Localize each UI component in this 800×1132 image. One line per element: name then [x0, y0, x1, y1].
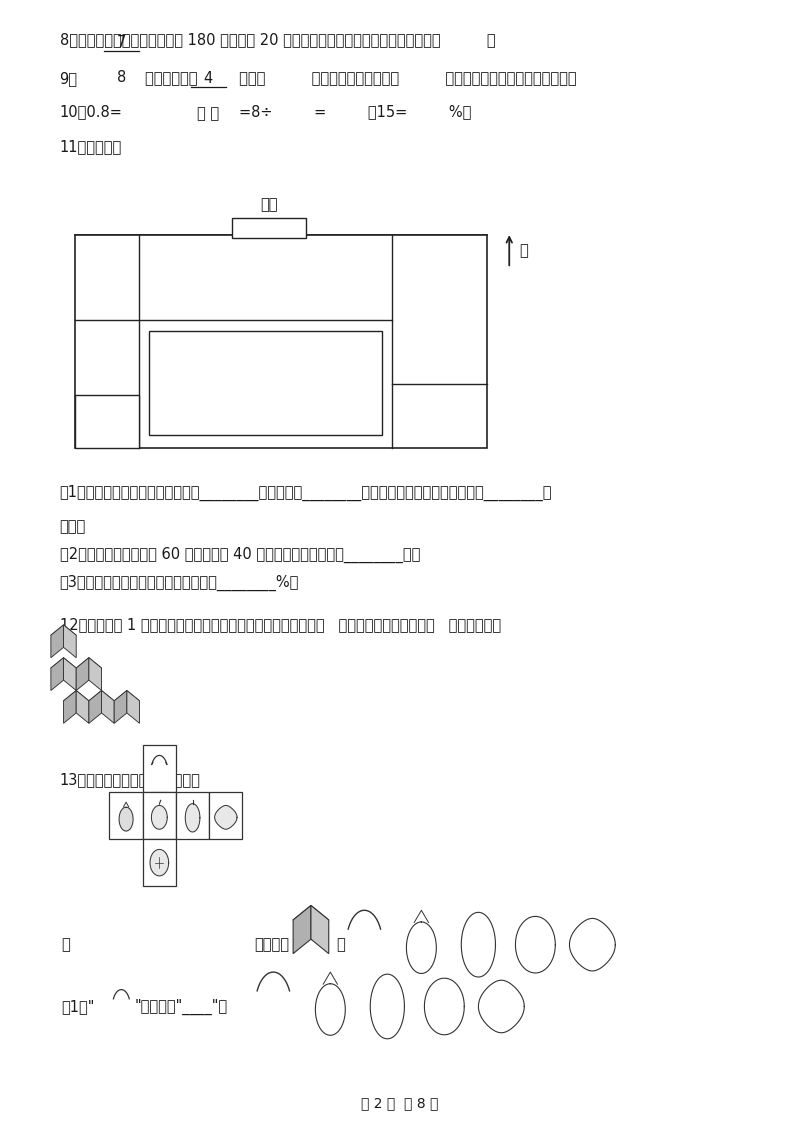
Text: 7: 7: [117, 35, 126, 50]
Polygon shape: [51, 625, 76, 645]
Bar: [110, 792, 142, 839]
Text: 13．折一折，并圈出正确的答案。: 13．折一折，并圈出正确的答案。: [59, 772, 201, 787]
Text: 11．看图填空: 11．看图填空: [59, 139, 122, 154]
Polygon shape: [186, 804, 200, 832]
Bar: [142, 745, 176, 792]
Text: 教学楼: 教学楼: [252, 357, 278, 371]
Bar: [142, 839, 176, 886]
Polygon shape: [293, 906, 329, 934]
Polygon shape: [151, 806, 167, 830]
Text: 8．今年植树节，同学们种植了 180 棵树，有 20 棵没有成活，今年同学们植树的成活率是          ．: 8．今年植树节，同学们种植了 180 棵树，有 20 棵没有成活，今年同学们植树…: [59, 33, 495, 48]
Polygon shape: [63, 625, 76, 658]
Polygon shape: [51, 658, 76, 678]
Text: 方米．: 方米．: [59, 520, 86, 534]
Text: 8: 8: [117, 70, 126, 85]
Text: 场: 场: [435, 312, 444, 328]
Bar: [75, 395, 139, 448]
Text: （1）": （1）": [61, 998, 94, 1014]
Text: 9．: 9．: [59, 71, 78, 86]
Text: 1:2000: 1:2000: [433, 259, 479, 272]
Text: 草地: 草地: [257, 401, 274, 417]
Text: 占地面积约2090平方米: 占地面积约2090平方米: [217, 388, 314, 402]
Text: =8÷         =         ：15=         %．: =8÷ = ：15= %．: [239, 104, 472, 120]
Text: 草地: 草地: [257, 272, 274, 288]
Polygon shape: [311, 906, 329, 953]
Polygon shape: [293, 906, 311, 953]
Text: 综: 综: [102, 371, 110, 385]
Polygon shape: [214, 806, 237, 830]
Polygon shape: [76, 658, 102, 678]
Text: 图书馆: 图书馆: [427, 409, 452, 423]
Text: "的对面是"____"．: "的对面是"____"．: [134, 998, 228, 1014]
Bar: [210, 792, 242, 839]
Polygon shape: [150, 849, 169, 876]
Text: ：: ：: [337, 937, 346, 952]
Text: 的分数单位是         ，它有          个这样的单位；再增加          个它的分数单位就是最小的质数．: 的分数单位是 ，它有 个这样的单位；再增加 个它的分数单位就是最小的质数．: [145, 71, 577, 86]
Text: （3）教学楼的面积大约占学校总面积的________%．: （3）教学楼的面积大约占学校总面积的________%．: [59, 575, 299, 591]
Polygon shape: [63, 691, 76, 723]
Text: （ ）: （ ）: [198, 106, 219, 121]
Polygon shape: [51, 625, 63, 658]
Text: 用: 用: [61, 937, 70, 952]
Polygon shape: [63, 658, 76, 691]
Polygon shape: [127, 691, 139, 723]
Text: 传达室: 传达室: [162, 271, 187, 284]
Text: 折成一个: 折成一个: [254, 937, 290, 952]
Polygon shape: [102, 691, 114, 723]
Polygon shape: [89, 691, 102, 723]
Polygon shape: [114, 691, 139, 711]
Text: 12．下图是由 1 立方厘米的小正方体摆成的物体，它的体积是（   ）立方厘米，表面积是（   ）平方厘米。: 12．下图是由 1 立方厘米的小正方体摆成的物体，它的体积是（ ）立方厘米，表面…: [59, 617, 501, 632]
Text: 10．0.8=: 10．0.8=: [59, 104, 122, 120]
Bar: [232, 217, 306, 238]
Polygon shape: [114, 691, 127, 723]
Text: 合: 合: [102, 388, 110, 402]
Text: 北: 北: [519, 242, 528, 258]
Polygon shape: [51, 658, 63, 691]
Polygon shape: [63, 691, 89, 711]
Text: （1）量一量辛庄小学平面图的长是________厘米，宽是________厘米，这所小学实际占地面积是________平: （1）量一量辛庄小学平面图的长是________厘米，宽是________厘米，…: [59, 484, 552, 501]
Text: 大门: 大门: [260, 197, 278, 212]
Bar: [142, 792, 176, 839]
Bar: [176, 792, 210, 839]
Text: 操: 操: [435, 291, 444, 306]
Text: 4: 4: [204, 71, 213, 86]
Bar: [149, 332, 382, 435]
Text: （2）如果操场的长约是 60 米，宽约是 40 米，绕操场一圈大约是________米．: （2）如果操场的长约是 60 米，宽约是 40 米，绕操场一圈大约是______…: [59, 547, 420, 563]
Text: 楼: 楼: [102, 405, 110, 419]
Polygon shape: [89, 691, 114, 711]
Polygon shape: [119, 807, 133, 831]
Polygon shape: [76, 691, 89, 723]
Text: 第 2 页  共 8 页: 第 2 页 共 8 页: [362, 1096, 438, 1110]
Bar: [75, 234, 487, 448]
Polygon shape: [76, 658, 89, 691]
Polygon shape: [89, 658, 102, 691]
